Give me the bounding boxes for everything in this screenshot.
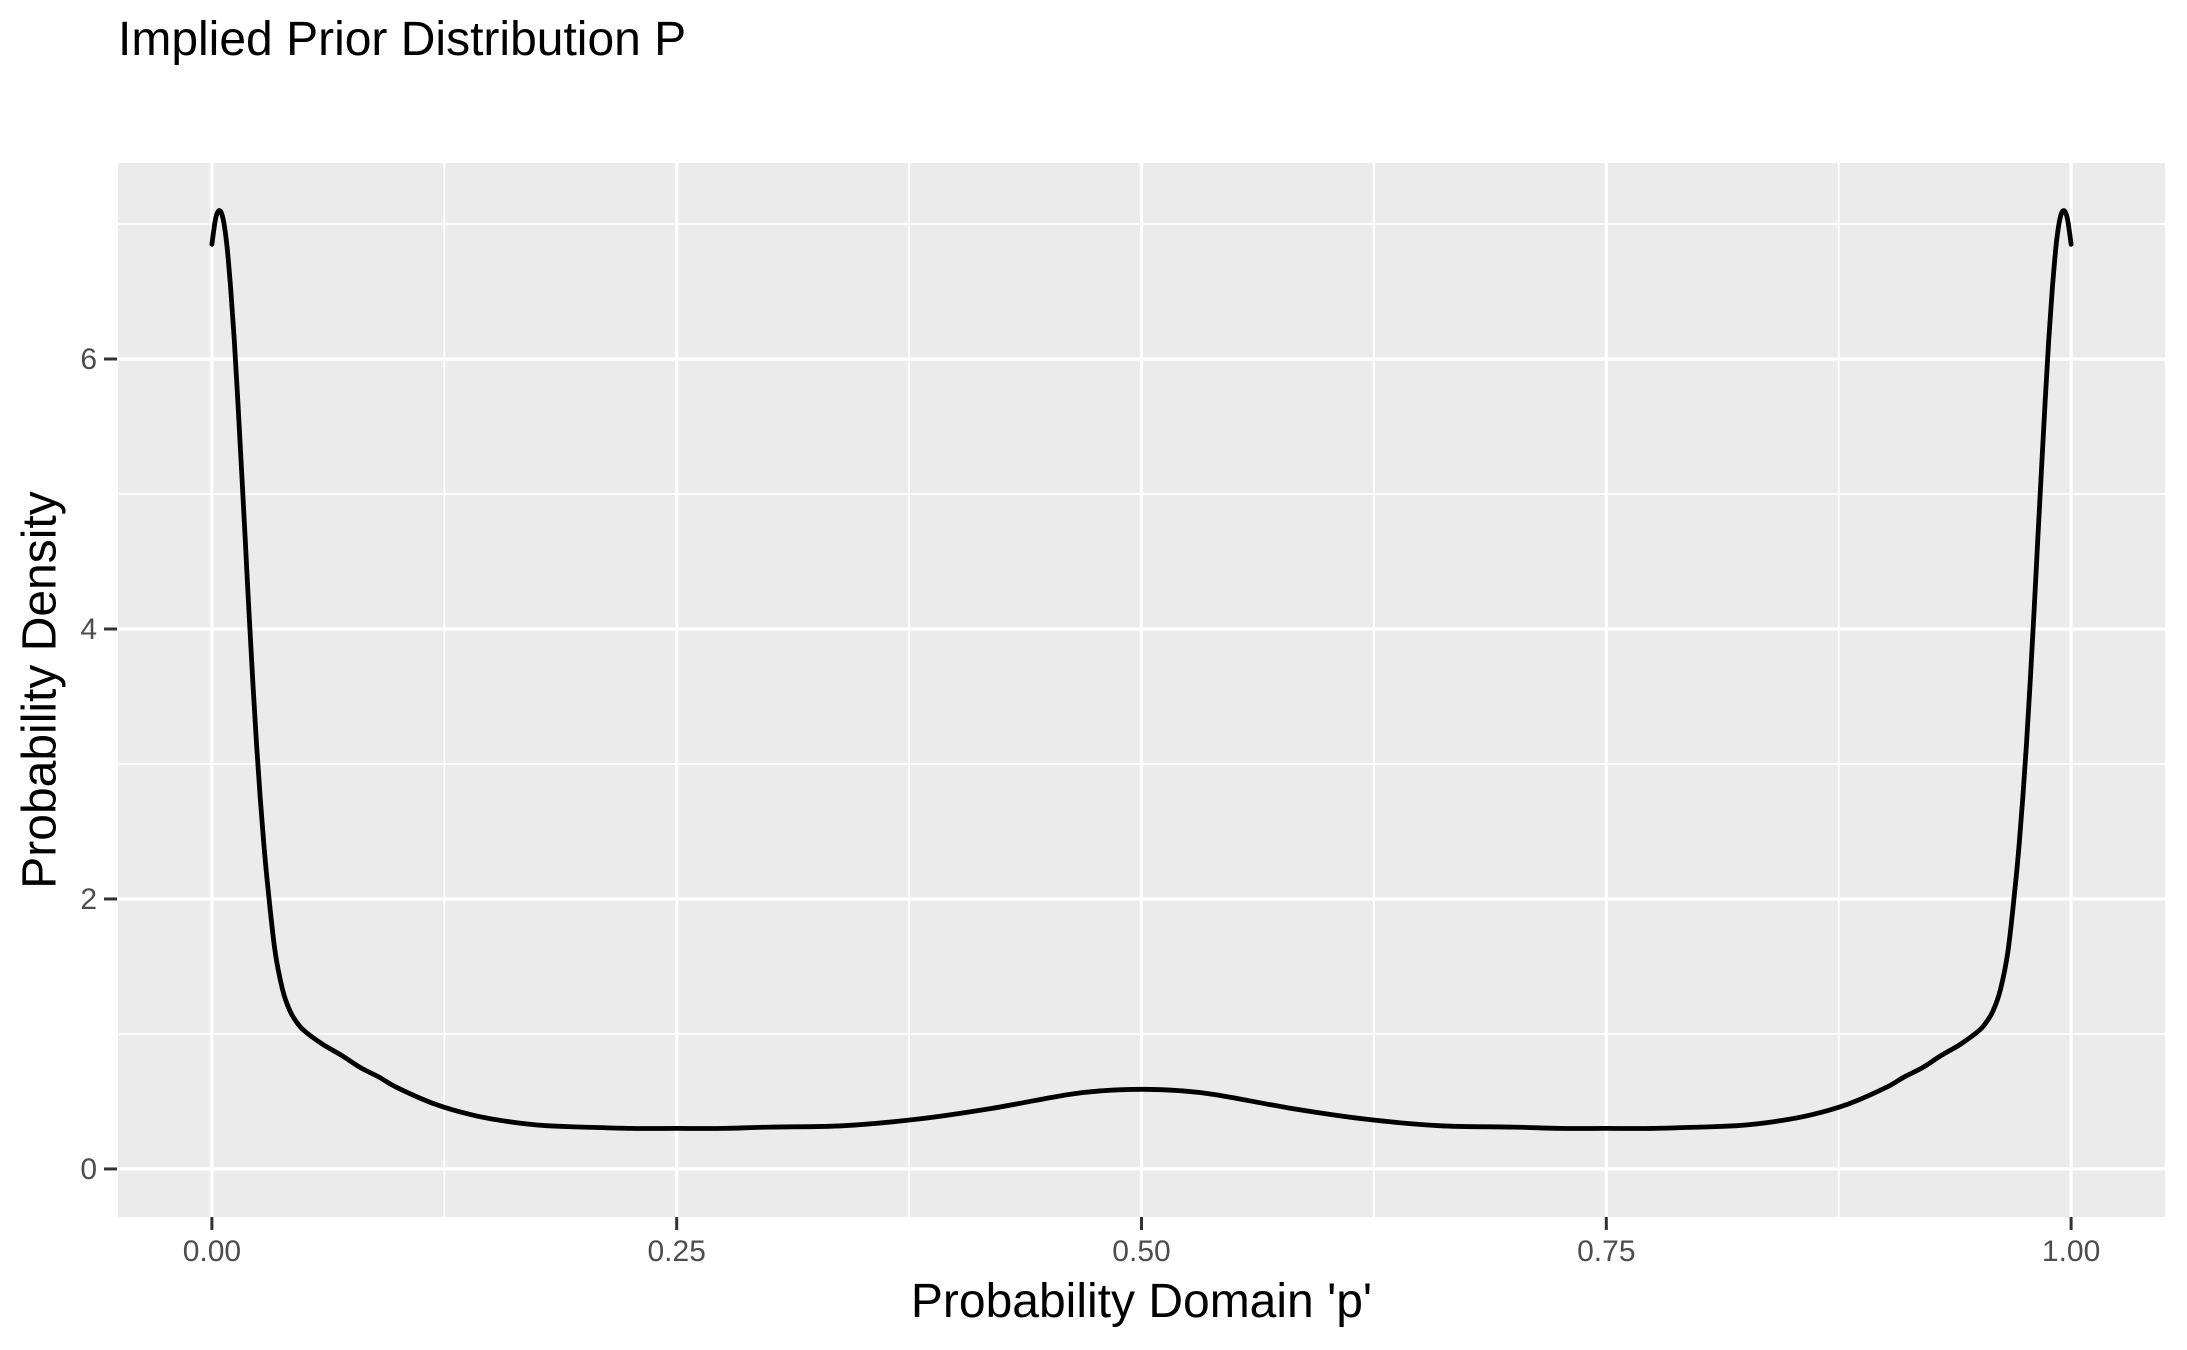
plot-title: Implied Prior Distribution P (118, 13, 687, 66)
y-tick-label: 4 (80, 613, 97, 646)
x-tick-label: 1.00 (2042, 1235, 2100, 1268)
x-tick-label: 0.25 (647, 1235, 705, 1268)
x-axis-title: Probability Domain 'p' (910, 1275, 1373, 1328)
y-tick-label: 0 (80, 1153, 97, 1186)
x-tick-label: 0.50 (1112, 1235, 1170, 1268)
y-tick-label: 6 (80, 343, 97, 376)
y-tick-label: 2 (80, 883, 97, 916)
x-tick-label: 0.00 (183, 1235, 241, 1268)
density-curve (209, 208, 2074, 1131)
x-tick-label: 0.75 (1577, 1235, 1635, 1268)
